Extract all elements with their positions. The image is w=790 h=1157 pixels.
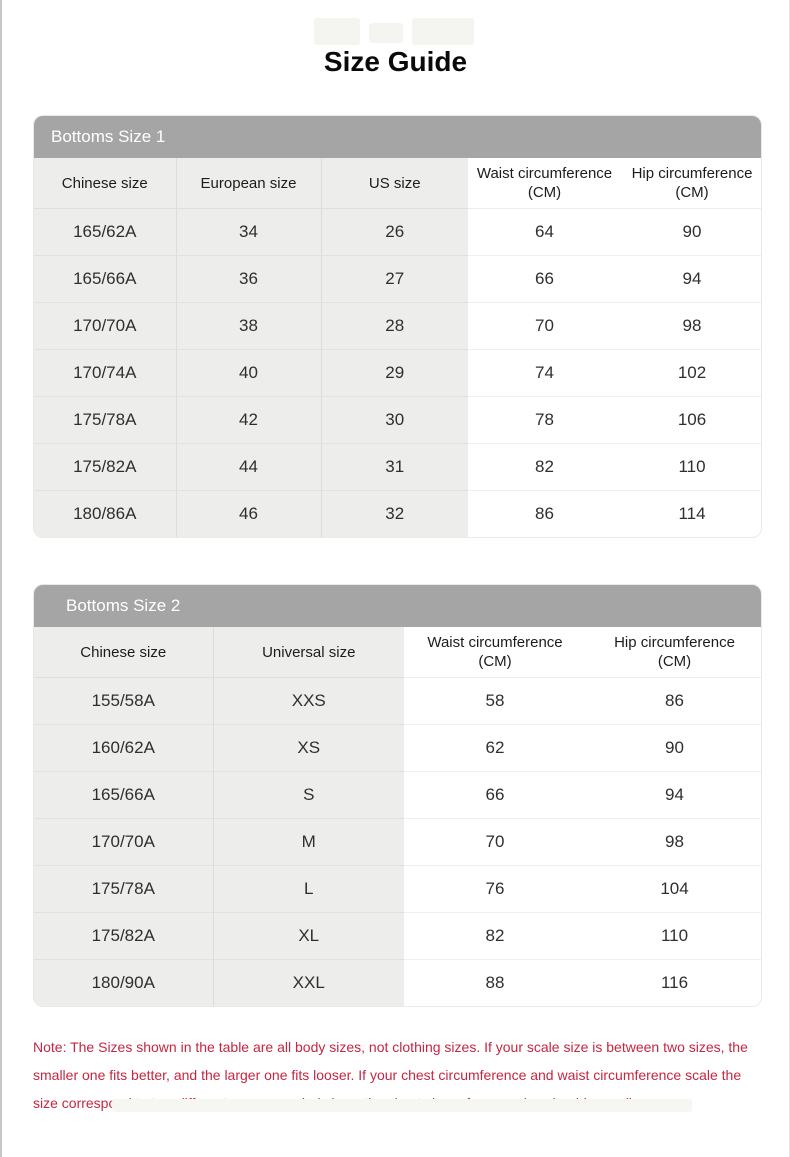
header-row: Chinese size European size US size Waist… bbox=[34, 158, 761, 209]
table-row: 175/78A L 76 104 bbox=[34, 865, 761, 913]
column-header-hip-circumference: Hip circumference (CM) bbox=[586, 627, 761, 678]
table-cell: 160/62A bbox=[34, 724, 214, 772]
table-cell: 28 bbox=[321, 302, 468, 350]
column-header-us-size: US size bbox=[321, 158, 468, 209]
table-cell: 62 bbox=[404, 724, 586, 772]
table-row: 180/90A XXL 88 116 bbox=[34, 959, 761, 1006]
table-cell: 27 bbox=[321, 255, 468, 303]
header-row: Chinese size Universal size Waist circum… bbox=[34, 627, 761, 678]
table-row: 175/82A 44 31 82 110 bbox=[34, 443, 761, 491]
column-header-universal-size: Universal size bbox=[213, 627, 404, 678]
table-title-bottoms-size-2: Bottoms Size 2 bbox=[34, 585, 761, 627]
ghost-watermark-top bbox=[314, 18, 484, 45]
table-cell: S bbox=[213, 771, 404, 819]
table-cell: 86 bbox=[468, 490, 621, 537]
table-cell: 165/66A bbox=[34, 255, 177, 303]
table-cell: 86 bbox=[586, 677, 761, 725]
table-cell: 32 bbox=[321, 490, 468, 537]
table-cell: 66 bbox=[404, 771, 586, 819]
table-row: 155/58A XXS 58 86 bbox=[34, 677, 761, 725]
column-header-waist-circumference: Waist circumference (CM) bbox=[468, 158, 621, 209]
table-title-bottoms-size-1: Bottoms Size 1 bbox=[34, 116, 761, 158]
table-cell: 165/66A bbox=[34, 771, 214, 819]
table-cell: 114 bbox=[621, 490, 761, 537]
table-cell: 175/78A bbox=[34, 865, 214, 913]
ghost-watermark-bottom bbox=[112, 1099, 692, 1112]
table-cell: 102 bbox=[621, 349, 761, 397]
table-row: 180/86A 46 32 86 114 bbox=[34, 490, 761, 537]
table-row: 165/66A S 66 94 bbox=[34, 771, 761, 819]
table-cell: 64 bbox=[468, 208, 621, 256]
table-cell: 66 bbox=[468, 255, 621, 303]
table-cell: 46 bbox=[176, 490, 322, 537]
table-row: 160/62A XS 62 90 bbox=[34, 724, 761, 772]
table-cell: 58 bbox=[404, 677, 586, 725]
table-cell: 90 bbox=[586, 724, 761, 772]
table-cell: 26 bbox=[321, 208, 468, 256]
table-cell: 175/78A bbox=[34, 396, 177, 444]
table-cell: 88 bbox=[404, 959, 586, 1006]
table-cell: 44 bbox=[176, 443, 322, 491]
table-cell: 42 bbox=[176, 396, 322, 444]
column-header-hip-circumference: Hip circumference (CM) bbox=[621, 158, 761, 209]
bottoms-size-1-table: Chinese size European size US size Waist… bbox=[34, 158, 761, 537]
column-header-chinese-size: Chinese size bbox=[34, 158, 177, 209]
table-cell: 165/62A bbox=[34, 208, 177, 256]
table-cell: 106 bbox=[621, 396, 761, 444]
table-cell: 104 bbox=[586, 865, 761, 913]
table-cell: XXL bbox=[213, 959, 404, 1006]
table-cell: M bbox=[213, 818, 404, 866]
page-title: Size Guide bbox=[323, 46, 468, 77]
bottoms-size-2-card: Bottoms Size 2 Chinese size Universal si… bbox=[33, 584, 762, 1007]
table-cell: 180/86A bbox=[34, 490, 177, 537]
column-header-european-size: European size bbox=[176, 158, 322, 209]
table-cell: 76 bbox=[404, 865, 586, 913]
table-cell: 70 bbox=[404, 818, 586, 866]
table-cell: 94 bbox=[621, 255, 761, 303]
table-cell: 110 bbox=[586, 912, 761, 960]
table-cell: XXS bbox=[213, 677, 404, 725]
table-cell: 70 bbox=[468, 302, 621, 350]
table-cell: XS bbox=[213, 724, 404, 772]
table-cell: 94 bbox=[586, 771, 761, 819]
table-row: 170/70A M 70 98 bbox=[34, 818, 761, 866]
table-cell: XL bbox=[213, 912, 404, 960]
column-header-chinese-size: Chinese size bbox=[34, 627, 214, 678]
table-cell: 30 bbox=[321, 396, 468, 444]
table-row: 170/70A 38 28 70 98 bbox=[34, 302, 761, 350]
table-cell: 90 bbox=[621, 208, 761, 256]
column-header-waist-circumference: Waist circumference (CM) bbox=[404, 627, 586, 678]
table-cell: 170/70A bbox=[34, 302, 177, 350]
table-cell: 155/58A bbox=[34, 677, 214, 725]
bottoms-size-2-table: Chinese size Universal size Waist circum… bbox=[34, 627, 761, 1006]
table-cell: 29 bbox=[321, 349, 468, 397]
table-row: 170/74A 40 29 74 102 bbox=[34, 349, 761, 397]
table-cell: 98 bbox=[621, 302, 761, 350]
table-cell: 36 bbox=[176, 255, 322, 303]
table-cell: 170/74A bbox=[34, 349, 177, 397]
table-cell: 40 bbox=[176, 349, 322, 397]
table-cell: 110 bbox=[621, 443, 761, 491]
table-cell: 175/82A bbox=[34, 443, 177, 491]
table-cell: 34 bbox=[176, 208, 322, 256]
table-cell: 82 bbox=[404, 912, 586, 960]
table-cell: 82 bbox=[468, 443, 621, 491]
table-cell: 31 bbox=[321, 443, 468, 491]
bottoms-size-1-card: Bottoms Size 1 Chinese size European siz… bbox=[33, 115, 762, 538]
table-row: 175/78A 42 30 78 106 bbox=[34, 396, 761, 444]
table-row: 165/66A 36 27 66 94 bbox=[34, 255, 761, 303]
table-cell: 38 bbox=[176, 302, 322, 350]
table-cell: 170/70A bbox=[34, 818, 214, 866]
table-cell: 180/90A bbox=[34, 959, 214, 1006]
table-cell: 74 bbox=[468, 349, 621, 397]
table-cell: 116 bbox=[586, 959, 761, 1006]
table-row: 175/82A XL 82 110 bbox=[34, 912, 761, 960]
table-cell: L bbox=[213, 865, 404, 913]
table-row: 165/62A 34 26 64 90 bbox=[34, 208, 761, 256]
table-cell: 175/82A bbox=[34, 912, 214, 960]
table-cell: 98 bbox=[586, 818, 761, 866]
table-cell: 78 bbox=[468, 396, 621, 444]
